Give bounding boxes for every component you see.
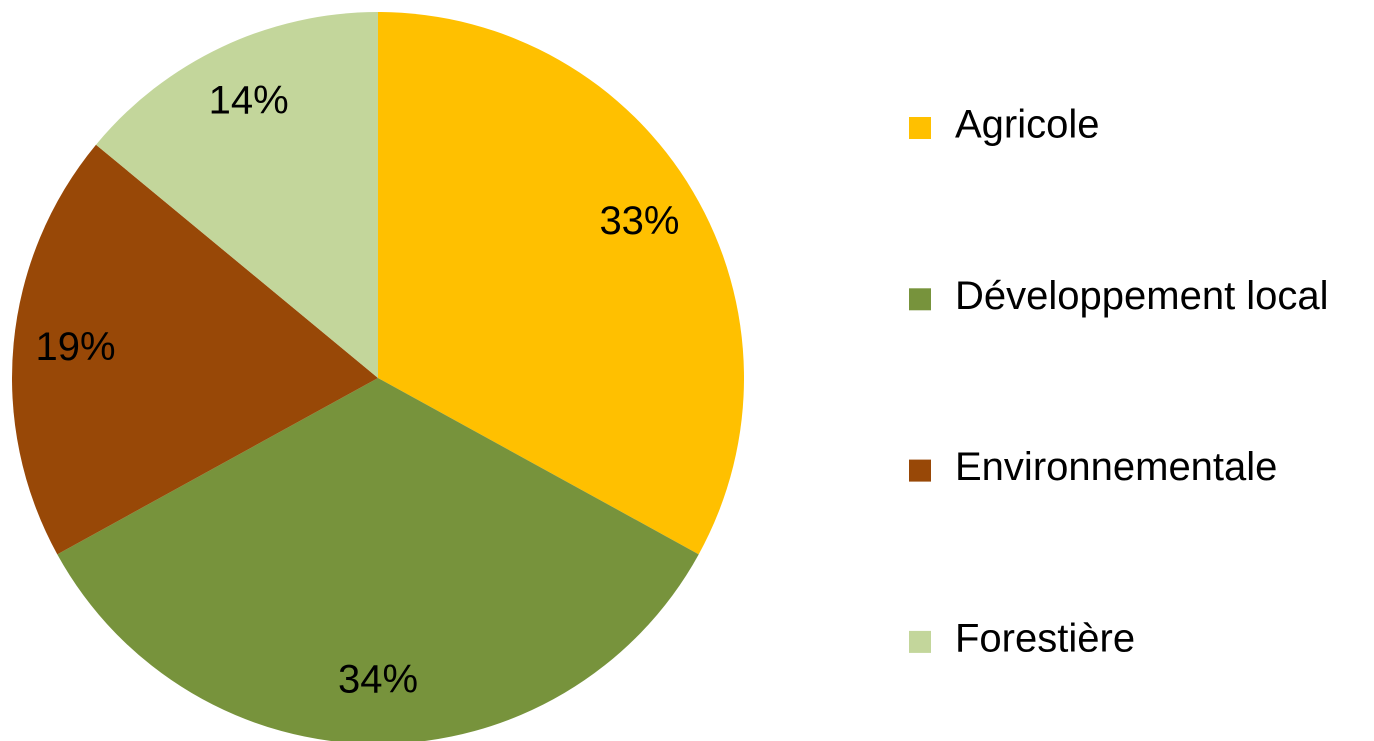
data-label: 19%: [36, 325, 116, 369]
data-label: 34%: [338, 657, 418, 701]
legend-label: Développement local: [955, 274, 1329, 318]
pie-slice: [11, 144, 378, 555]
data-label: 33%: [599, 199, 679, 243]
legend-label: Forestière: [955, 616, 1135, 660]
pie-slice: [378, 12, 744, 555]
data-label: 14%: [209, 79, 289, 123]
legend-label: Environnementale: [955, 445, 1277, 489]
pie-slice: [95, 12, 378, 378]
legend-swatch: [909, 630, 931, 653]
legend-swatch: [909, 117, 931, 139]
legend-swatch: [909, 288, 931, 311]
legend-swatch: [909, 459, 931, 482]
legend-label: Agricole: [955, 103, 1100, 147]
pie-slice: [57, 378, 699, 741]
